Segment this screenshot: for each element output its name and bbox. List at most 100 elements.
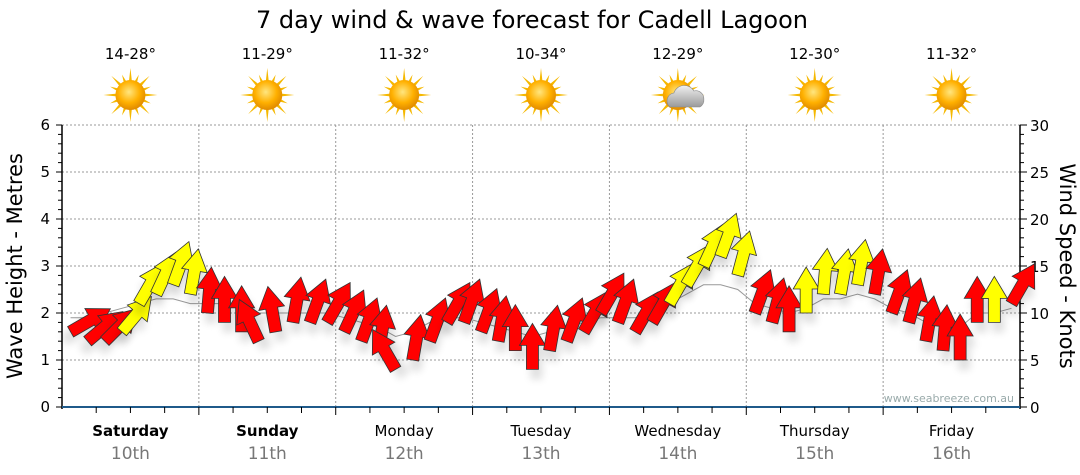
wind-arrow (283, 276, 313, 334)
right-tick-label: 5 (1030, 352, 1040, 370)
day-label: Thursday (779, 422, 850, 440)
wind-arrow-shape (540, 304, 568, 353)
temperature-range: 12-30° (789, 45, 840, 63)
wind-arrow-shape (830, 248, 858, 296)
wind-arrow-shape (931, 303, 959, 352)
partly-cloudy-icon (650, 68, 705, 122)
temperature-range: 10-34° (515, 45, 566, 63)
right-tick-label: 10 (1030, 305, 1049, 323)
right-tick-label: 30 (1030, 117, 1049, 135)
sun-ray (265, 68, 269, 83)
sun-ray (658, 75, 670, 87)
sun-ray (377, 93, 392, 97)
day-label: Friday (929, 422, 975, 440)
sun-ray (959, 103, 971, 115)
wind-arrow-shape (963, 275, 991, 323)
wind-arrow (236, 298, 273, 352)
date-label: 13th (521, 444, 560, 464)
wind-arrow-shape (748, 269, 776, 316)
left-tick-label: 3 (40, 257, 50, 275)
wind-arrow (501, 303, 533, 361)
left-tick-label: 0 (40, 398, 50, 416)
sunny-icon (377, 68, 432, 122)
sun-ray (813, 68, 817, 83)
sun-ray (539, 68, 543, 83)
wind-arrow-shape (848, 238, 876, 287)
sun-ray (265, 107, 269, 122)
wind-arrow (980, 275, 1012, 333)
sun-ray (128, 68, 132, 83)
sun-ray (553, 93, 568, 97)
sun-ray (822, 75, 834, 87)
wind-arrow-shape (560, 297, 588, 344)
left-tick-label: 4 (40, 210, 50, 228)
right-axis-title: Wind Speed - Knots (1055, 163, 1079, 368)
wind-arrow-shape (167, 240, 195, 288)
sun-ray (521, 75, 533, 87)
sun-ray (539, 107, 543, 122)
sun-ray (658, 103, 670, 115)
wind-arrow (320, 281, 351, 337)
sun-ray (795, 75, 807, 87)
sun-ray (248, 103, 260, 115)
sun-ray (685, 75, 697, 87)
date-label: 16th (932, 444, 971, 464)
wind-arrow-shape (885, 269, 913, 316)
sun-ray (950, 107, 954, 122)
sun-ray (959, 75, 971, 87)
date-label: 14th (658, 444, 697, 464)
sun-ray (402, 107, 406, 122)
sun-ray (385, 103, 397, 115)
wind-arrow (180, 248, 210, 306)
wind-arrow-shape (283, 276, 311, 324)
left-tick-label: 6 (40, 116, 50, 134)
date-label: 11th (248, 444, 287, 464)
sun-ray (676, 107, 680, 122)
sun-disc (389, 80, 420, 110)
wind-arrow-shape (371, 328, 402, 373)
wind-arrow-shape (501, 303, 530, 352)
wind-arrow-shape (980, 275, 1009, 323)
sun-ray (650, 93, 665, 97)
sun-ray (827, 93, 842, 97)
sunny-icon (240, 68, 295, 122)
wind-arrow-shape (236, 298, 265, 345)
sun-ray (822, 103, 834, 115)
wind-arrow (611, 278, 639, 336)
left-tick-label: 2 (40, 304, 50, 322)
sun-ray (924, 93, 939, 97)
wind-arrow (338, 289, 367, 346)
wind-arrow (885, 269, 913, 326)
sun-ray (103, 93, 118, 97)
sunny-icon (103, 68, 158, 122)
wind-arrow-shape (611, 278, 639, 325)
wind-arrow (1004, 263, 1036, 318)
wind-arrow-shape (730, 230, 758, 278)
wind-arrow (714, 212, 742, 270)
wind-arrow-shape (1005, 263, 1036, 308)
sun-ray (787, 93, 802, 97)
date-label: 10th (111, 444, 150, 464)
watermark: www.seabreeze.com.au (884, 392, 1014, 405)
wind-arrow (830, 248, 860, 306)
sun-ray (676, 68, 680, 83)
right-tick-label: 20 (1030, 211, 1049, 229)
left-axis-title: Wave Height - Metres (3, 153, 27, 379)
wind-arrow-shape (195, 266, 224, 314)
sun-ray (280, 93, 295, 97)
sun-disc (252, 80, 283, 110)
temperature-range: 11-32° (379, 45, 430, 63)
wind-arrow-shape (775, 285, 803, 333)
wind-arrow-shape (946, 313, 974, 361)
left-tick-label: 1 (40, 351, 50, 369)
day-label: Tuesday (509, 422, 571, 440)
right-tick-label: 25 (1030, 164, 1049, 182)
wind-arrow-shape (714, 212, 742, 260)
wind-arrow (303, 278, 331, 336)
sun-ray (932, 75, 944, 87)
chart-title: 7 day wind & wave forecast for Cadell La… (256, 6, 808, 34)
wind-arrow-shape (474, 287, 503, 335)
sun-disc (936, 80, 967, 110)
wind-arrow-shape (865, 248, 893, 296)
